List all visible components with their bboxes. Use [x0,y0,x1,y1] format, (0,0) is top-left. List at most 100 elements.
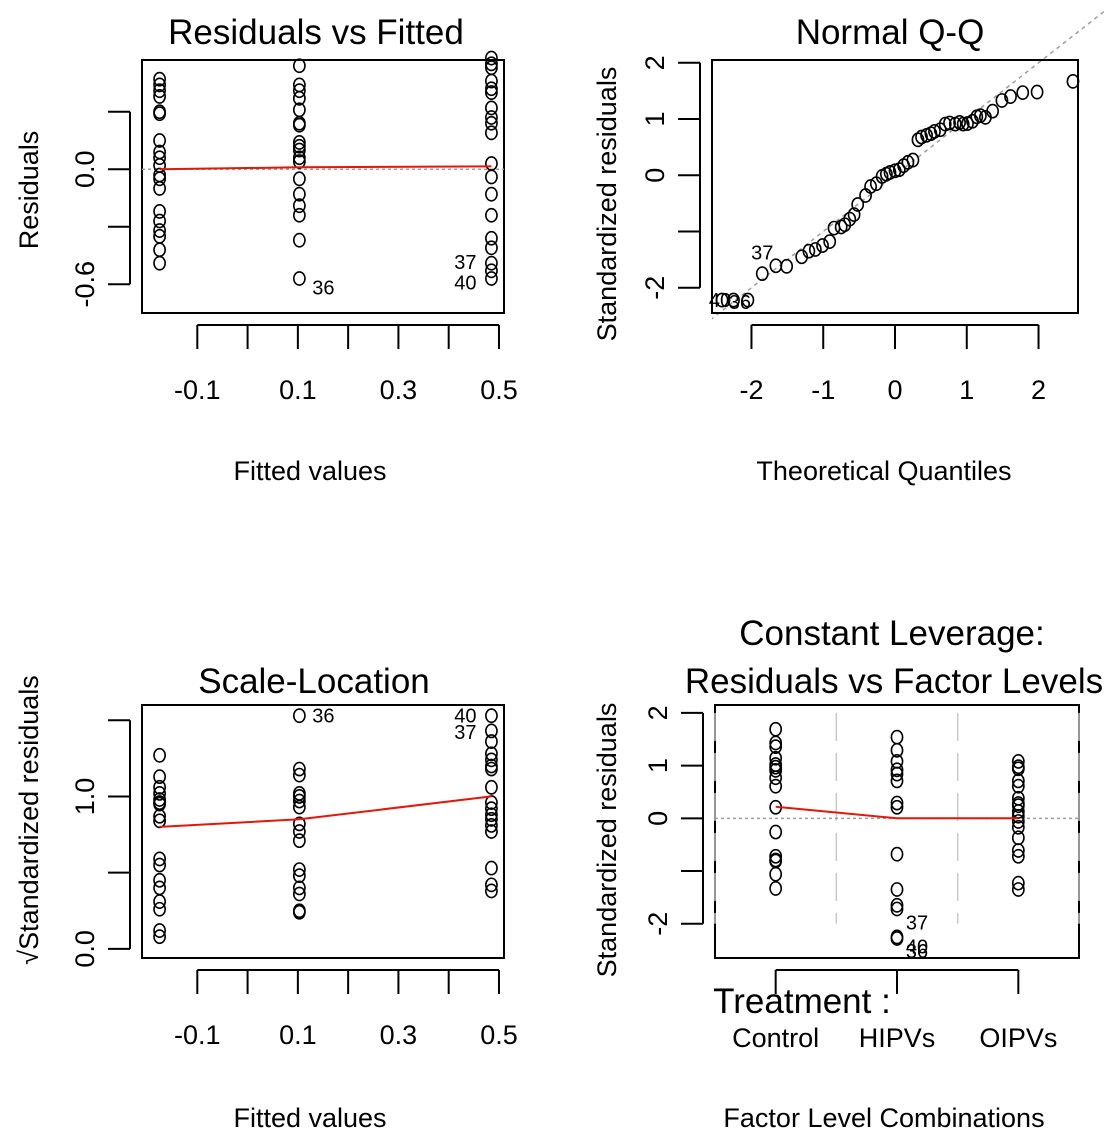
scale-location-point [292,767,306,783]
factor-residual-point [1011,808,1025,824]
qq-point [1004,89,1017,104]
factor-residual-point [769,778,783,794]
residual-point [485,115,498,131]
residual-point [153,171,166,187]
scale-location-point [153,872,166,888]
residual-point [153,106,166,122]
residual-point [485,56,498,72]
x-tick-label: 2 [1031,375,1046,405]
x-tick-label: 0.3 [380,1020,418,1050]
factor-residual-point [1011,848,1025,864]
residual-point [485,81,498,97]
x-tick-label: 0.5 [480,375,518,405]
residual-point [292,171,306,187]
qq-point [1016,85,1030,101]
factor-residual-point [769,866,783,882]
qq-point [808,242,822,257]
outlier-label: 37 [906,913,928,935]
factor-residual-point [1011,778,1025,794]
scale-location-point [153,747,166,763]
factor-residual-point [890,729,904,745]
plot-frame [714,704,1080,959]
scale-location-point [153,813,166,829]
residual-point [485,73,498,89]
qq-point [974,108,987,124]
qq-point [755,266,769,282]
scale-location-point [153,779,166,795]
scale-location-point [153,851,166,867]
scale-location-point [153,929,166,945]
x-tick-label: 0.3 [380,375,418,405]
scale-location-point [485,752,498,768]
residual-point [292,90,306,106]
residual-point [292,58,306,74]
y-tick-label: 0.0 [70,930,100,968]
qq-point [851,197,865,212]
residual-point [153,213,166,229]
qq-point [883,165,897,180]
qq-point [780,258,794,274]
qq-point [928,124,941,139]
outlier-label: 40 [454,273,476,295]
residual-point [153,204,166,219]
residual-point [292,150,306,166]
scale-location-point [153,857,166,873]
scale-location-point [153,901,166,917]
outlier-label: 36 [906,941,928,963]
x-tick-label: -0.1 [174,375,221,405]
residual-point [485,271,498,286]
x-axis-label: Fitted values [233,456,386,486]
qq-point [986,103,999,119]
scale-location-point [485,801,498,817]
residual-point [485,156,498,171]
outlier-label: 37 [751,243,773,265]
scale-location-point [153,808,166,824]
x-axis-label: Factor Level Combinations [723,1103,1044,1133]
residual-point [153,89,166,104]
scale-location-point [485,883,498,899]
qq-point [906,152,920,168]
scale-location-point [485,746,498,762]
y-axis-label: Standardized residuals [592,67,622,342]
scale-location-point [485,824,498,839]
qq-point [802,243,816,259]
scale-location-point [292,833,306,849]
x-tick-label: -0.1 [174,1020,221,1050]
residual-point [153,71,166,87]
x-tick-label: 0.1 [279,1020,317,1050]
factor-residual-point [890,897,904,913]
factor-residual-point [1011,843,1025,858]
qq-point [823,234,837,249]
qq-reference-line [712,9,1106,320]
scale-location-point [153,894,166,910]
residual-point [485,110,498,125]
x-tick-label: 0.5 [480,1020,518,1050]
qq-point [1066,73,1080,89]
residual-point [153,133,166,148]
plot-title-line-2: Residuals vs Factor Levels [685,662,1103,701]
factor-residual-point [890,799,904,815]
scale-location-point [292,708,306,724]
qq-point [943,115,956,131]
scale-location-point [292,824,306,839]
y-axis-label: Standardized residuals [592,703,622,978]
residual-point [292,186,306,202]
scale-location-point [292,862,306,878]
outlier-label: 40 [709,290,731,312]
factor-residual-point [1011,761,1025,777]
residual-point [292,138,306,154]
residual-point [485,230,498,246]
residual-point [485,186,498,202]
residual-point [292,207,306,223]
residual-point [485,85,498,100]
scale-location-point [292,868,306,884]
factor-residual-point [890,931,904,946]
plot-title: Scale-Location [198,662,430,701]
factor-residual-point [769,721,783,737]
x-tick-label: 1 [959,375,974,405]
factor-level-label: OIPVs [979,1023,1057,1053]
